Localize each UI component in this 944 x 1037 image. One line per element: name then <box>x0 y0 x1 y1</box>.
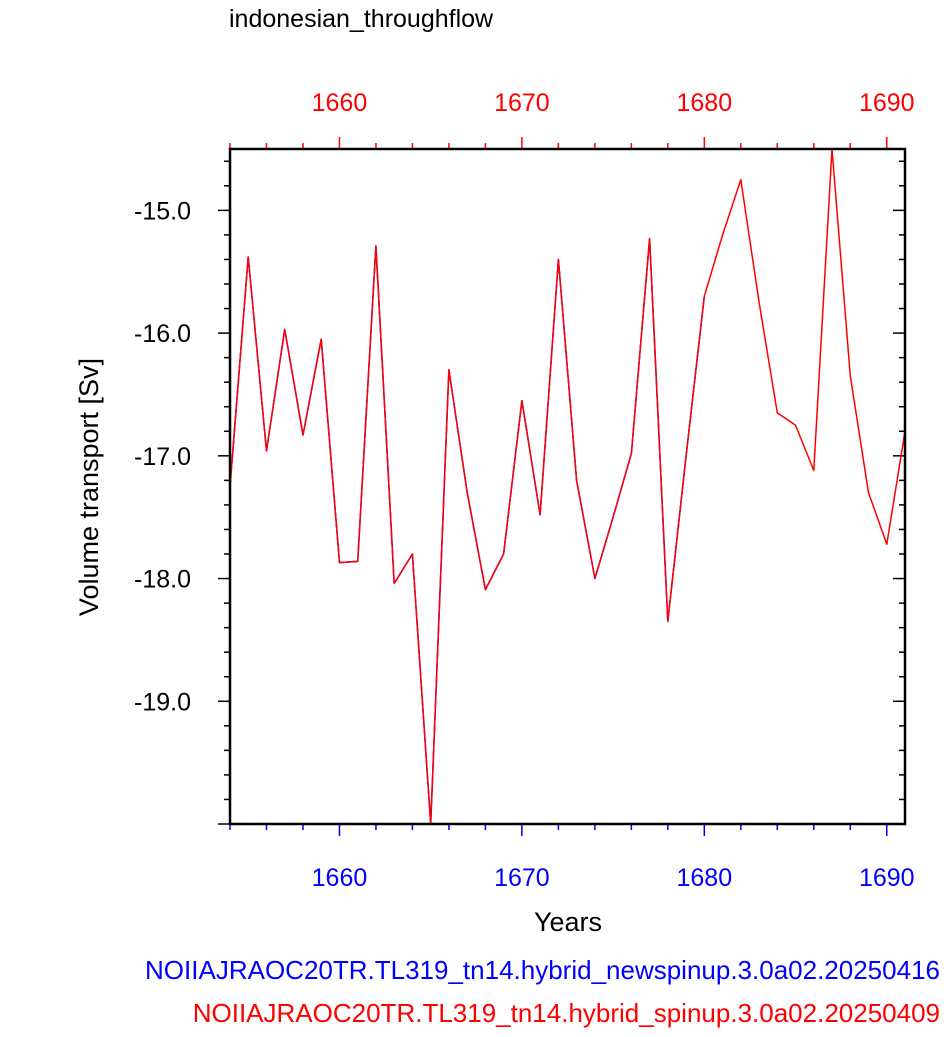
y-axis-label: Volume transport [Sv] <box>74 358 104 616</box>
y-tick-label: -19.0 <box>134 688 191 716</box>
x-tick-label-bottom: 1670 <box>494 864 550 892</box>
series-line-1 <box>229 237 706 825</box>
x-axis-label: Years <box>534 907 602 937</box>
x-tick-label-bottom: 1680 <box>677 864 733 892</box>
tick-labels: 1660 1660 1670 1670 1680 1680 1690 1690 -15.0 -16… <box>134 89 915 892</box>
x-tick-label-top: 1670 <box>494 89 550 117</box>
series-lines <box>229 148 906 825</box>
legend-entry-1: NOIIAJRAOC20TR.TL319_tn14.hybrid_newspin… <box>145 955 940 985</box>
x-tick-label-top: 1690 <box>859 89 915 117</box>
chart-title: indonesian_throughflow <box>229 5 494 33</box>
legend: NOIIAJRAOC20TR.TL319_tn14.hybrid_newspin… <box>145 955 940 1028</box>
plot-area-frame <box>228 147 907 826</box>
y-tick-label: -15.0 <box>134 197 191 225</box>
y-tick-label: -18.0 <box>134 566 191 594</box>
x-tick-label-bottom: 1660 <box>312 864 368 892</box>
axis-ticks <box>218 137 905 836</box>
x-tick-label-bottom: 1690 <box>859 864 915 892</box>
series-line-2 <box>229 148 906 825</box>
x-tick-label-top: 1660 <box>312 89 368 117</box>
legend-entry-2: NOIIAJRAOC20TR.TL319_tn14.hybrid_spinup.… <box>193 998 940 1028</box>
x-tick-label-top: 1680 <box>677 89 733 117</box>
y-tick-label: -16.0 <box>134 320 191 348</box>
y-tick-label: -17.0 <box>134 443 191 471</box>
